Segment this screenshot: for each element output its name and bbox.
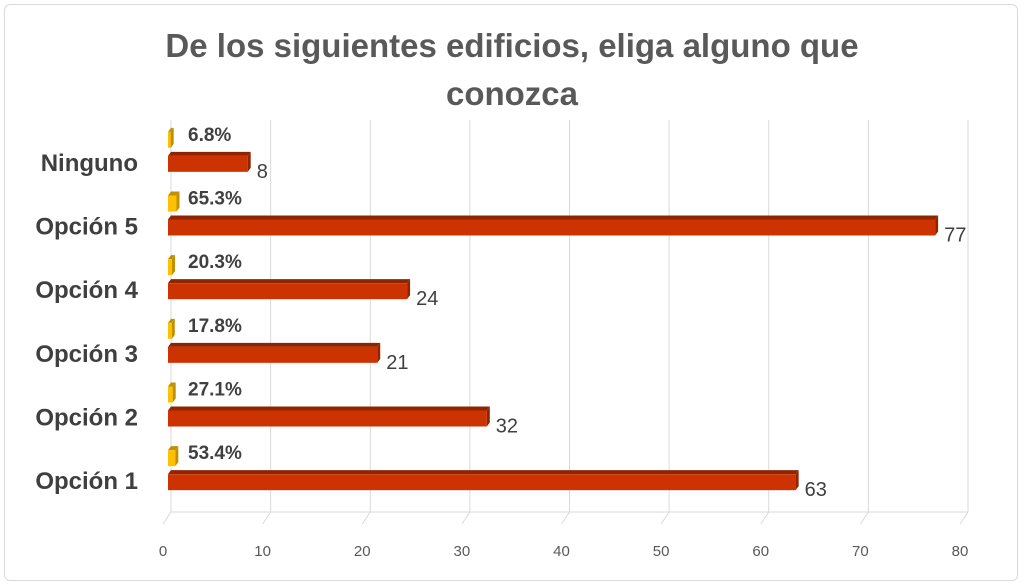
category-label: Opción 5 [35, 214, 138, 241]
gridline-floor [561, 511, 570, 525]
gridline-floor [959, 511, 969, 525]
category-label: Opción 2 [35, 405, 138, 432]
x-tick-label: 70 [852, 543, 869, 560]
count-bar-end [486, 406, 490, 427]
gridline-floor [162, 511, 172, 525]
percent-bar [168, 386, 173, 403]
x-tick-label: 40 [553, 543, 570, 560]
count-bar-top [168, 151, 251, 156]
count-data-label: 24 [416, 288, 438, 310]
count-bar [168, 474, 796, 491]
count-bar [168, 346, 378, 363]
count-data-label: 63 [805, 479, 827, 501]
x-tick-label: 20 [354, 543, 371, 560]
percent-bar [168, 259, 173, 276]
x-tick-label: 0 [159, 543, 167, 560]
x-tick-label: 80 [952, 543, 969, 560]
count-bar-top [168, 342, 381, 347]
category-label: Opción 1 [35, 468, 138, 495]
percent-data-label: 20.3% [188, 252, 242, 273]
percent-bar [168, 195, 177, 212]
percent-bar [168, 131, 171, 148]
percent-bar-end [175, 446, 179, 467]
count-bar-end [247, 151, 251, 172]
count-bar-top [168, 215, 939, 220]
count-data-label: 77 [944, 225, 966, 247]
category-label: Ninguno [41, 150, 138, 177]
count-bar [168, 410, 487, 427]
category-label: Opción 4 [35, 277, 138, 304]
x-tick-label: 60 [752, 543, 769, 560]
count-data-label: 21 [386, 352, 408, 374]
chart-title-line-2: conozca [445, 75, 579, 112]
percent-bar-end [171, 318, 175, 339]
percent-bar [168, 322, 172, 339]
percent-bar-end [176, 191, 180, 212]
gridline-floor [760, 511, 770, 525]
count-data-label: 8 [257, 161, 268, 183]
count-data-label: 32 [496, 416, 518, 438]
x-tick-label: 30 [454, 543, 471, 560]
percent-data-label: 17.8% [188, 316, 242, 337]
x-tick-label: 10 [254, 543, 271, 560]
gridline-floor [461, 511, 471, 525]
percent-bar-end [170, 127, 174, 148]
category-label: Opción 3 [35, 341, 138, 368]
percent-bar-end [172, 255, 176, 276]
percent-bar-top [168, 127, 174, 132]
count-bar-end [407, 279, 411, 300]
count-bar-top [168, 406, 490, 411]
count-bar [168, 155, 248, 172]
percent-data-label: 6.8% [188, 125, 231, 146]
percent-bar-top [168, 446, 179, 451]
percent-data-label: 27.1% [188, 380, 242, 401]
count-bar-top [168, 279, 411, 284]
percent-bar-top [168, 255, 176, 260]
percent-bar-top [168, 382, 176, 387]
gridline-floor [859, 511, 869, 525]
percent-data-label: 53.4% [188, 443, 242, 464]
chart-title-line-1: De los siguientes edificios, eliga algun… [165, 27, 859, 64]
count-bar-end [935, 215, 939, 236]
x-tick-label: 50 [653, 543, 670, 560]
percent-bar-top [168, 318, 175, 323]
gridline-floor [361, 511, 371, 525]
count-bar [168, 219, 936, 236]
percent-bar-end [172, 382, 176, 403]
percent-bar-top [168, 191, 180, 196]
gridline-floor [262, 511, 272, 525]
count-bar-end [377, 342, 381, 363]
gridline-floor [660, 511, 670, 525]
count-bar-top [168, 470, 799, 475]
chart-title: De los siguientes edificios, eliga algun… [0, 22, 1024, 118]
percent-data-label: 65.3% [188, 189, 242, 210]
count-bar-end [795, 470, 799, 491]
percent-bar [168, 450, 176, 467]
count-bar [168, 283, 408, 300]
